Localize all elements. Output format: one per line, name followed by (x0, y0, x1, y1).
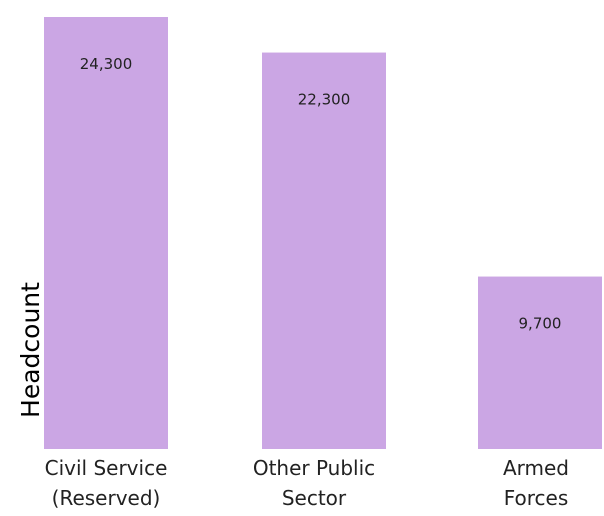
category-label-1-line-1: Sector (282, 486, 347, 510)
category-label-1-line-0: Other Public (253, 456, 375, 480)
bar-2 (478, 276, 602, 449)
category-label-2-line-1: Forces (504, 486, 569, 510)
y-axis-title: Headcount (16, 282, 45, 418)
category-label-0-line-0: Civil Service (45, 456, 168, 480)
bars-group (44, 17, 602, 450)
value-labels-group: 24,300 22,300 9,700 (80, 55, 562, 333)
category-label-0-line-1: (Reserved) (52, 486, 161, 510)
bar-1 (262, 52, 386, 450)
value-label-2: 9,700 (519, 315, 562, 333)
value-label-0: 24,300 (80, 55, 133, 73)
value-label-1: 22,300 (298, 91, 351, 109)
bar-0 (44, 17, 168, 449)
category-label-2-line-0: Armed (503, 456, 569, 480)
category-labels-group: Civil Service (Reserved) Other Public Secto… (45, 456, 569, 510)
